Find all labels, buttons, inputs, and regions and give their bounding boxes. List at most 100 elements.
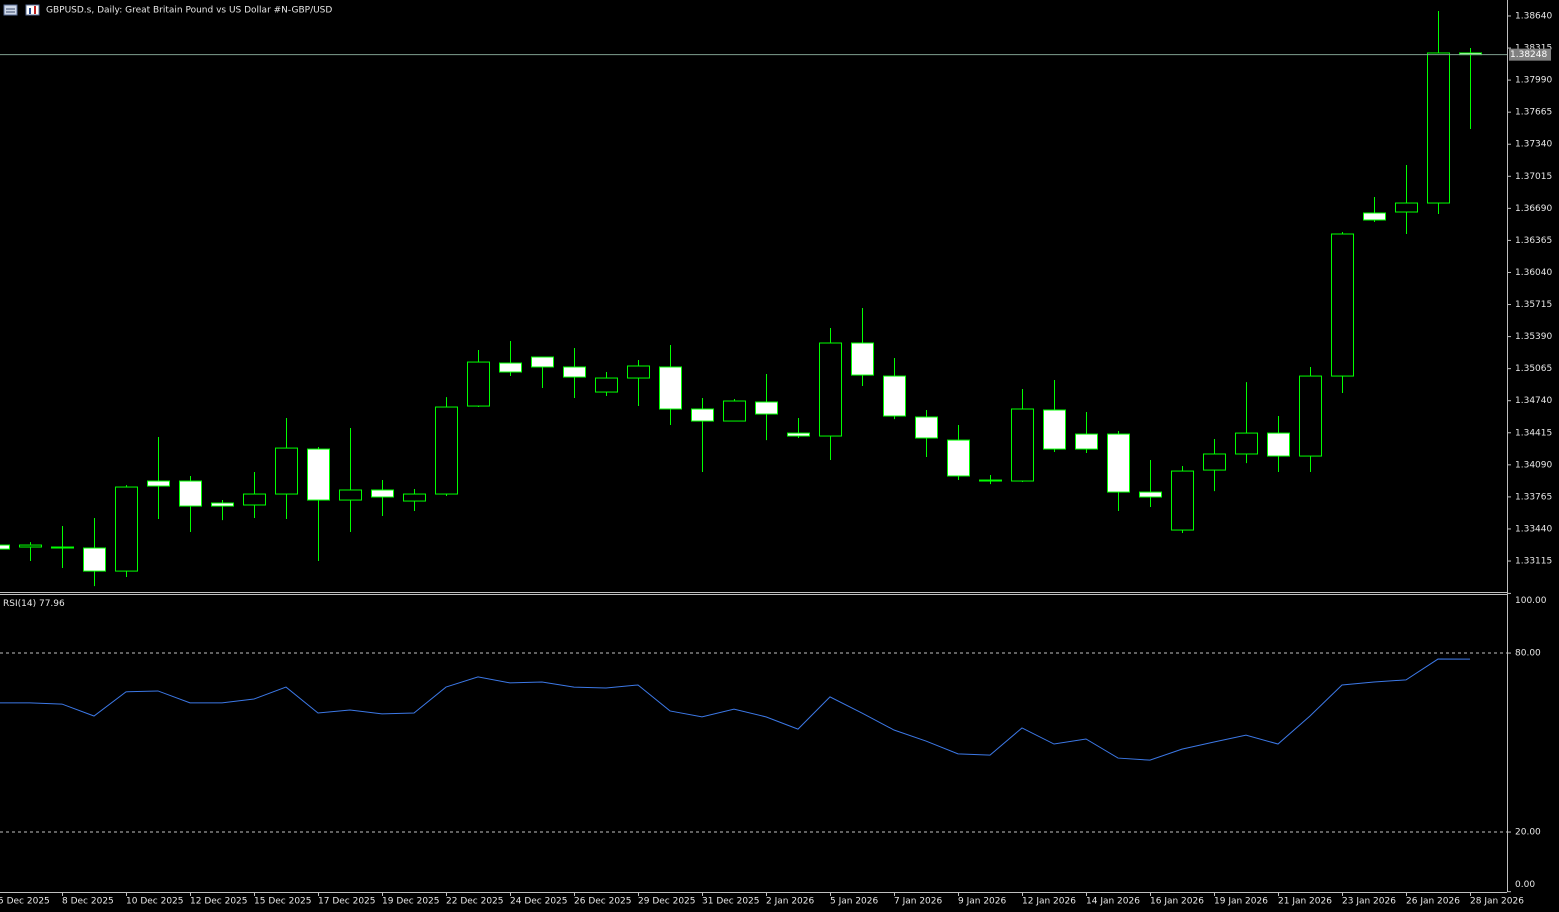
candle-body xyxy=(755,401,778,415)
candle-body xyxy=(1331,233,1354,377)
y-tick-label: 80.00 xyxy=(1515,649,1541,659)
indicator-value: 77.96 xyxy=(39,599,65,609)
candle-body xyxy=(499,362,522,373)
y-tick-label: 20.00 xyxy=(1515,828,1541,838)
x-tick-label: 19 Dec 2025 xyxy=(382,897,440,907)
candle-body xyxy=(947,439,970,477)
x-tick-label: 22 Dec 2025 xyxy=(446,897,504,907)
candle-body xyxy=(1171,470,1194,531)
x-tick-label: 16 Jan 2026 xyxy=(1150,897,1204,907)
icon-chart[interactable] xyxy=(25,4,40,16)
x-tick-label: 12 Dec 2025 xyxy=(190,897,248,907)
candle-body xyxy=(243,493,266,506)
candle-body xyxy=(1427,52,1450,204)
x-tick-label: 31 Dec 2025 xyxy=(702,897,760,907)
y-tick-label: 1.34415 xyxy=(1515,428,1552,438)
x-tick-label: 21 Jan 2026 xyxy=(1278,897,1332,907)
candle-body xyxy=(1363,212,1386,221)
candle-body xyxy=(467,361,490,407)
indicator-label: RSI(14) 77.96 xyxy=(3,599,65,609)
x-tick-label: 24 Dec 2025 xyxy=(510,897,568,907)
candle-body xyxy=(1139,491,1162,498)
candle-body xyxy=(339,489,362,501)
y-tick-label: 1.34740 xyxy=(1515,396,1552,406)
candle-body xyxy=(147,480,170,487)
candle-body xyxy=(435,406,458,495)
candle-body xyxy=(307,448,330,501)
x-tick-label: 15 Dec 2025 xyxy=(254,897,312,907)
candle-body xyxy=(1203,453,1226,471)
y-tick-label: 1.35715 xyxy=(1515,300,1552,310)
candle-body xyxy=(659,366,682,410)
candle-body xyxy=(723,400,746,422)
y-tick-label: 1.37340 xyxy=(1515,140,1552,150)
y-tick-label: 1.36365 xyxy=(1515,236,1552,246)
x-tick-label: 28 Jan 2026 xyxy=(1470,897,1524,907)
y-tick-label: 1.36040 xyxy=(1515,268,1552,278)
y-tick-label: 1.37015 xyxy=(1515,172,1552,182)
y-tick-label: 1.33765 xyxy=(1515,492,1552,502)
y-tick-label: 1.38640 xyxy=(1515,11,1552,21)
candle-body xyxy=(915,416,938,439)
x-tick-label: 9 Jan 2026 xyxy=(958,897,1006,907)
y-tick-label: 0.00 xyxy=(1515,880,1535,890)
candle-body xyxy=(179,480,202,507)
candle-body xyxy=(1075,433,1098,450)
chart-title: GBPUSD.s, Daily: Great Britain Pound vs … xyxy=(46,6,332,16)
candle-body xyxy=(819,342,842,437)
candle-body xyxy=(563,366,586,378)
candle-body xyxy=(83,547,106,572)
y-tick-label: 1.34090 xyxy=(1515,460,1552,470)
y-tick-label: 1.37665 xyxy=(1515,108,1552,118)
y-tick-label: 1.35065 xyxy=(1515,364,1552,374)
y-tick-label: 1.36690 xyxy=(1515,204,1552,214)
candle-body xyxy=(1395,202,1418,213)
x-tick-label: 2 Jan 2026 xyxy=(766,897,814,907)
y-tick-label: 1.38315 xyxy=(1515,44,1552,54)
candle-body xyxy=(403,493,426,502)
y-tick-label: 1.35390 xyxy=(1515,332,1552,342)
candle-body xyxy=(883,375,906,417)
window-icons xyxy=(3,4,40,16)
icon-bar xyxy=(29,8,31,14)
x-tick-label: 12 Jan 2026 xyxy=(1022,897,1076,907)
candle-body xyxy=(211,502,234,507)
y-tick-label: 1.37990 xyxy=(1515,76,1552,86)
current-price-box xyxy=(1509,48,1551,61)
candle-body xyxy=(787,432,810,437)
x-tick-label: 19 Jan 2026 xyxy=(1214,897,1268,907)
y-tick-label: 1.33115 xyxy=(1515,557,1552,567)
candle-body xyxy=(979,479,1002,482)
candle-body xyxy=(851,342,874,376)
x-tick-label: 26 Dec 2025 xyxy=(574,897,632,907)
x-tick-label: 5 Dec 2025 xyxy=(0,897,50,907)
indicator-name: RSI(14) xyxy=(3,599,36,609)
candle-body xyxy=(1107,433,1130,493)
candle-body xyxy=(1299,375,1322,457)
current-price-label: 1.38248 xyxy=(1510,50,1547,60)
candle-body xyxy=(1267,432,1290,457)
candle-body xyxy=(115,486,138,572)
x-tick-label: 29 Dec 2025 xyxy=(638,897,696,907)
x-tick-label: 10 Dec 2025 xyxy=(126,897,184,907)
x-tick-label: 14 Jan 2026 xyxy=(1086,897,1140,907)
candle-body xyxy=(275,447,298,495)
icon-menu[interactable] xyxy=(3,4,18,16)
candle-body xyxy=(371,489,394,498)
icon-bar xyxy=(34,6,36,14)
candle-body xyxy=(531,356,554,368)
candle-body xyxy=(19,544,42,548)
y-tick-label: 100.00 xyxy=(1515,596,1547,606)
candle-body xyxy=(1043,409,1066,450)
candle-body xyxy=(691,408,714,422)
x-tick-label: 17 Dec 2025 xyxy=(318,897,376,907)
candle-body xyxy=(51,546,74,549)
candle-body xyxy=(1011,408,1034,482)
x-tick-label: 23 Jan 2026 xyxy=(1342,897,1396,907)
candle-body xyxy=(595,377,618,393)
x-tick-label: 7 Jan 2026 xyxy=(894,897,942,907)
candle-body xyxy=(0,544,10,550)
x-tick-label: 5 Jan 2026 xyxy=(830,897,878,907)
